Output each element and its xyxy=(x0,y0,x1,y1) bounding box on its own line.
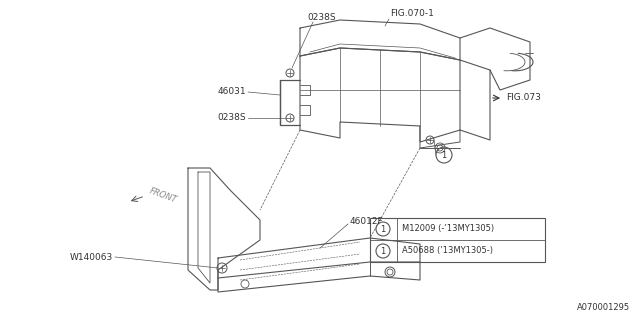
Text: A50688 (’13MY1305-): A50688 (’13MY1305-) xyxy=(402,246,493,255)
Text: M12009 (-’13MY1305): M12009 (-’13MY1305) xyxy=(402,225,494,234)
Text: 0238S: 0238S xyxy=(307,12,335,21)
Text: 46012F: 46012F xyxy=(350,218,383,227)
Text: W140063: W140063 xyxy=(70,252,113,261)
Text: 1: 1 xyxy=(380,225,386,234)
Text: FRONT: FRONT xyxy=(148,187,178,205)
Text: 0238S: 0238S xyxy=(218,114,246,123)
Bar xyxy=(370,218,545,262)
Text: 46031: 46031 xyxy=(218,87,246,97)
Text: FIG.070-1: FIG.070-1 xyxy=(390,10,434,19)
Text: 1: 1 xyxy=(380,247,386,256)
Text: A070001295: A070001295 xyxy=(577,303,630,312)
Text: FIG.073: FIG.073 xyxy=(506,93,541,102)
Text: 1: 1 xyxy=(442,151,447,160)
